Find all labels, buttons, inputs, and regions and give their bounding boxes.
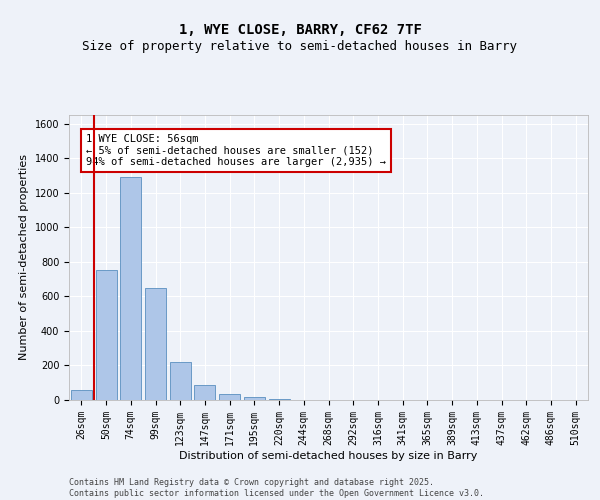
Bar: [170, 362, 191, 400]
Bar: [219, 394, 240, 400]
Bar: [194, 386, 215, 400]
X-axis label: Distribution of semi-detached houses by size in Barry: Distribution of semi-detached houses by …: [179, 450, 478, 460]
Text: 1 WYE CLOSE: 56sqm
← 5% of semi-detached houses are smaller (152)
94% of semi-de: 1 WYE CLOSE: 56sqm ← 5% of semi-detached…: [86, 134, 386, 167]
Bar: [145, 288, 166, 400]
Bar: [244, 398, 265, 400]
Bar: [120, 177, 141, 400]
Text: Contains HM Land Registry data © Crown copyright and database right 2025.
Contai: Contains HM Land Registry data © Crown c…: [69, 478, 484, 498]
Bar: [71, 390, 92, 400]
Text: 1, WYE CLOSE, BARRY, CF62 7TF: 1, WYE CLOSE, BARRY, CF62 7TF: [179, 22, 421, 36]
Bar: [95, 270, 116, 400]
Text: Size of property relative to semi-detached houses in Barry: Size of property relative to semi-detach…: [83, 40, 517, 53]
Bar: [269, 399, 290, 400]
Y-axis label: Number of semi-detached properties: Number of semi-detached properties: [19, 154, 29, 360]
